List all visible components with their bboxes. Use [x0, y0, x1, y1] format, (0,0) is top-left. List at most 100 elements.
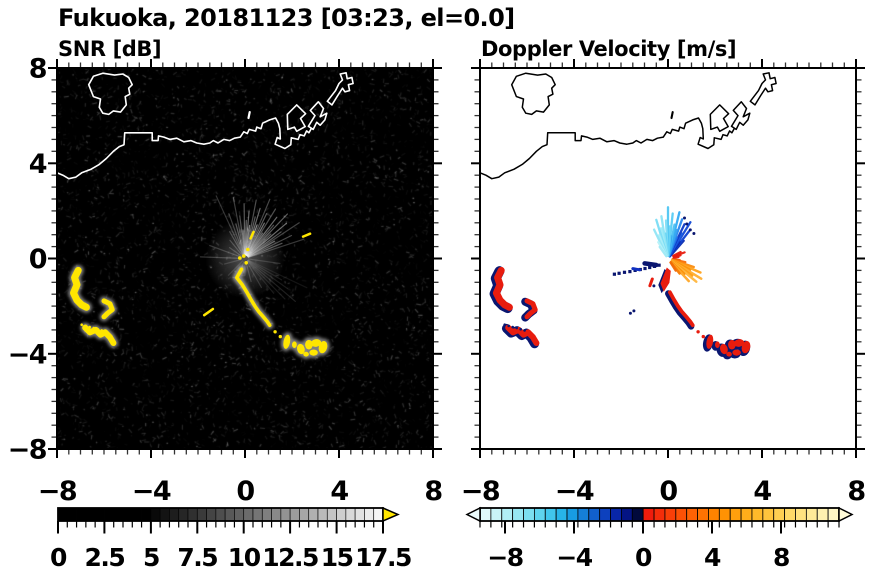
- velocity-colorbar-over-arrow: [839, 508, 852, 521]
- y-tick-label: 8: [29, 54, 47, 85]
- snr-colorbar-segment: [58, 508, 67, 521]
- velocity-colorbar-segment: [578, 508, 589, 521]
- snr-echo-dash: [204, 309, 213, 315]
- snr-colorbar-segment: [132, 508, 141, 521]
- x-tick-label: −8: [461, 476, 500, 507]
- coastline-harbor-pier: [287, 105, 305, 131]
- velocity-colorbar-segment: [752, 508, 763, 521]
- snr-echo-dot: [100, 329, 103, 332]
- velocity-colorbar-segment: [687, 508, 698, 521]
- snr-colorbar-segment: [309, 508, 318, 521]
- x-tick-label: −4: [555, 476, 594, 507]
- snr-colorbar-segment: [253, 508, 262, 521]
- velocity-colorbar-segment: [654, 508, 665, 521]
- snr-echo-blob: [309, 350, 317, 356]
- velocity-colorbar-segment: [556, 508, 567, 521]
- snr-echo-blob: [303, 352, 309, 357]
- snr-colorbar-segment: [299, 508, 308, 521]
- navy-trail-dot: [623, 271, 626, 274]
- velocity-colorbar-segment: [524, 508, 535, 521]
- navy-speck: [632, 309, 635, 312]
- snr-colorbar-segment: [290, 508, 299, 521]
- velocity-panel-plot: [480, 68, 856, 449]
- velocity-colorbar-segment: [643, 508, 654, 521]
- snr-echo-blob: [292, 341, 297, 348]
- velocity-colorbar-segment: [828, 508, 839, 521]
- navy-trail-dot: [643, 267, 646, 270]
- snr-echo-dot: [80, 323, 83, 326]
- y-tick-label: 4: [29, 149, 47, 180]
- snr-colorbar-segment: [272, 508, 281, 521]
- snr-colorbar-segment: [244, 508, 253, 521]
- snr-colorbar-segment: [207, 508, 216, 521]
- navy-speck: [692, 232, 695, 235]
- y-tick-label: −4: [8, 339, 47, 370]
- coastline-islet: [672, 112, 673, 118]
- snr-colorbar-segment: [234, 508, 243, 521]
- velocity-colorbar-segment: [795, 508, 806, 521]
- velocity-echo-blob: [726, 352, 732, 357]
- snr-colorbar-segment: [188, 508, 197, 521]
- coastline-mainland: [57, 118, 311, 179]
- coastline-islet: [249, 112, 250, 118]
- snr-colorbar-segment: [123, 508, 132, 521]
- snr-colorbar-segment: [225, 508, 234, 521]
- snr-echo-dot: [273, 330, 276, 333]
- velocity-colorbar-segment: [676, 508, 687, 521]
- coastline-harbor-pier: [327, 73, 353, 105]
- snr-center-speck: [244, 261, 248, 265]
- velocity-panel-title: Doppler Velocity [m/s]: [481, 37, 736, 61]
- navy-trail-dot: [618, 272, 621, 275]
- snr-colorbar-segment: [104, 508, 113, 521]
- snr-colorbar-segment: [114, 508, 123, 521]
- colorbar-tick-label: 0: [50, 543, 67, 570]
- velocity-colorbar-segment: [534, 508, 545, 521]
- x-tick-label: 8: [847, 476, 865, 507]
- snr-colorbar-segment: [216, 508, 225, 521]
- snr-colorbar-segment: [374, 508, 383, 521]
- colorbar-tick-label: −8: [487, 543, 522, 570]
- navy-trail-dot: [519, 328, 522, 331]
- x-tick-label: 0: [659, 476, 677, 507]
- snr-center-speck: [238, 256, 242, 260]
- clutter-streak: [210, 246, 242, 258]
- colorbar-tick-label: 10: [228, 543, 261, 570]
- navy-trail-dot: [507, 325, 510, 328]
- radar-figure: Fukuoka, 20181123 [03:23, el=0.0] SNR [d…: [0, 0, 870, 570]
- snr-colorbar-segment: [151, 508, 160, 521]
- velocity-echo-dot: [702, 335, 705, 338]
- snr-echo-dot: [96, 328, 99, 331]
- velocity-colorbar-segment: [589, 508, 600, 521]
- navy-trail-dot: [515, 327, 518, 330]
- velocity-colorbar-segment: [480, 508, 491, 521]
- clutter-streak: [248, 261, 285, 299]
- snr-colorbar-segment: [281, 508, 290, 521]
- snr-colorbar-segment: [169, 508, 178, 521]
- figure-title: Fukuoka, 20181123 [03:23, el=0.0]: [58, 4, 515, 32]
- colorbar-tick-label: 17.5: [355, 543, 411, 570]
- snr-colorbar-segment: [67, 508, 76, 521]
- y-tick-label: −8: [8, 435, 47, 466]
- snr-colorbar-segment: [327, 508, 336, 521]
- snr-colorbar-segment: [262, 508, 271, 521]
- snr-colorbar-segment: [318, 508, 327, 521]
- velocity-colorbar-segment: [763, 508, 774, 521]
- snr-panel-title: SNR [dB]: [58, 37, 161, 61]
- snr-echo-dot: [84, 325, 87, 328]
- colorbar-tick-label: 2.5: [85, 543, 125, 570]
- velocity-colorbar-segment: [785, 508, 796, 521]
- snr-ground-clutter-fan: [200, 196, 306, 302]
- velocity-colorbar-segment: [600, 508, 611, 521]
- velocity-colorbar-under-arrow: [467, 508, 480, 521]
- snr-colorbar-segment: [160, 508, 169, 521]
- snr-colorbar-segment: [77, 508, 86, 521]
- velocity-colorbar-segment: [502, 508, 513, 521]
- snr-colorbar-segment: [95, 508, 104, 521]
- navy-speck: [685, 223, 688, 226]
- snr-center-dash: [303, 234, 310, 237]
- clutter-streak: [216, 196, 243, 255]
- snr-colorbar-segment: [142, 508, 151, 521]
- colorbar-tick-label: 12.5: [262, 543, 318, 570]
- velocity-colorbar-segment: [730, 508, 741, 521]
- colorbar-tick-label: 8: [773, 543, 789, 570]
